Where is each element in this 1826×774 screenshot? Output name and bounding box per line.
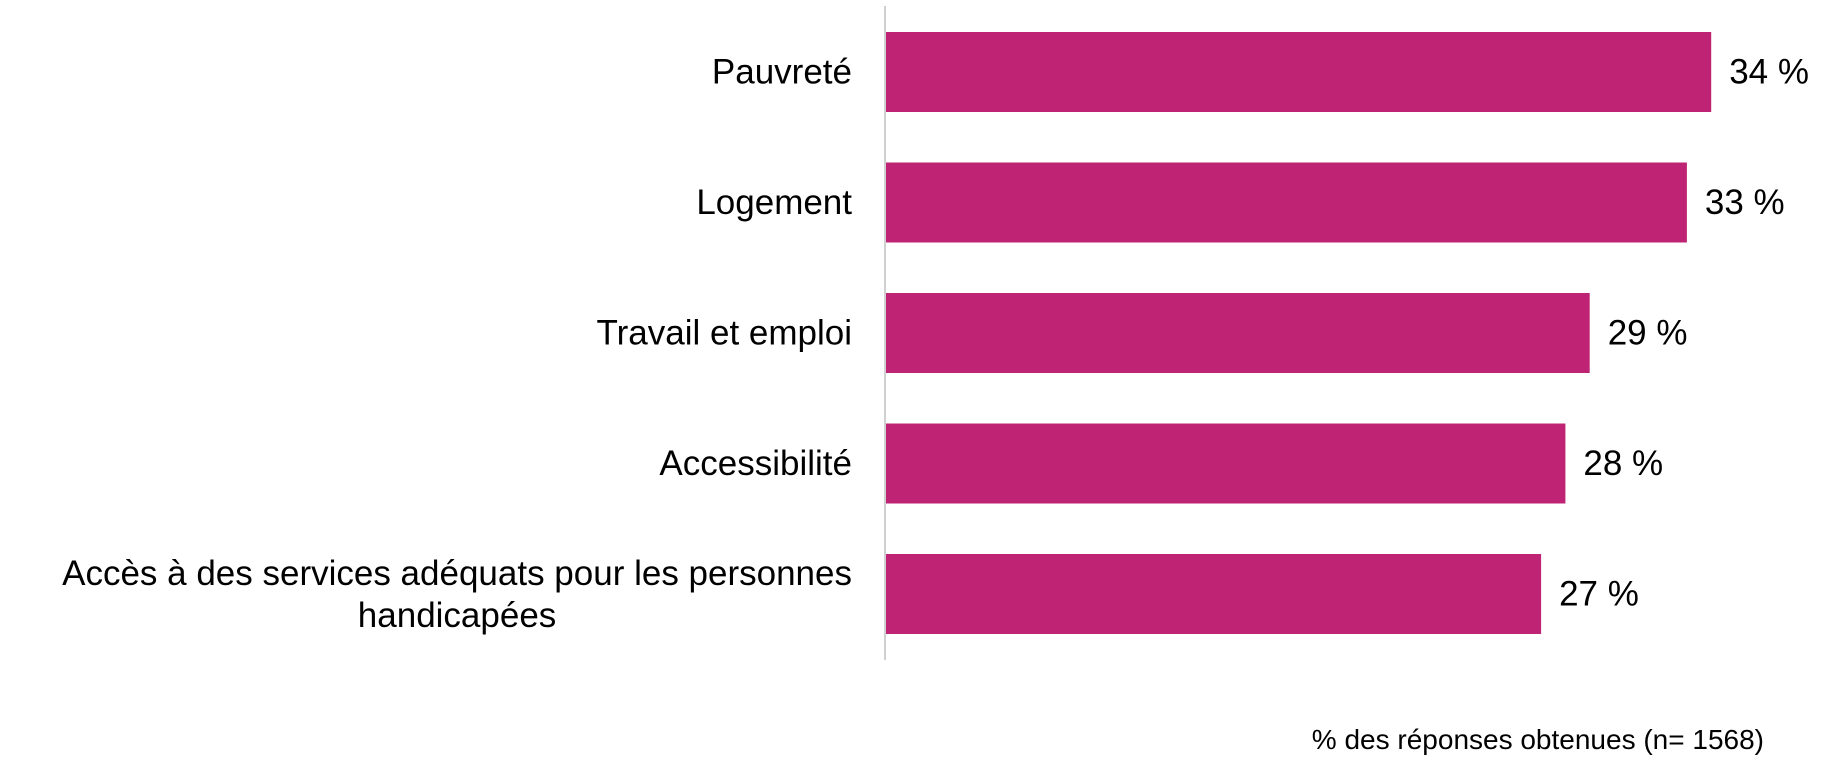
bar [885, 293, 1590, 373]
data-label: 28 % [1583, 444, 1663, 483]
category-label: Accessibilité [659, 444, 852, 483]
bar [885, 554, 1542, 634]
data-label: 33 % [1705, 183, 1785, 222]
category-label: Accès à des services adéquats pour les p… [62, 554, 852, 635]
category-label-line: handicapées [358, 596, 557, 635]
x-axis-title: % des réponses obtenues (n= 1568) [1311, 724, 1764, 755]
bar [885, 423, 1566, 504]
category-label: Logement [696, 183, 852, 222]
category-label: Travail et emploi [597, 314, 852, 353]
category-label-line: Accès à des services adéquats pour les p… [62, 554, 852, 593]
data-label: 34 % [1729, 53, 1809, 92]
bar [885, 32, 1712, 112]
data-label: 27 % [1559, 575, 1639, 614]
bar [885, 162, 1687, 243]
category-label: Pauvreté [712, 53, 852, 92]
data-label: 29 % [1608, 314, 1688, 353]
